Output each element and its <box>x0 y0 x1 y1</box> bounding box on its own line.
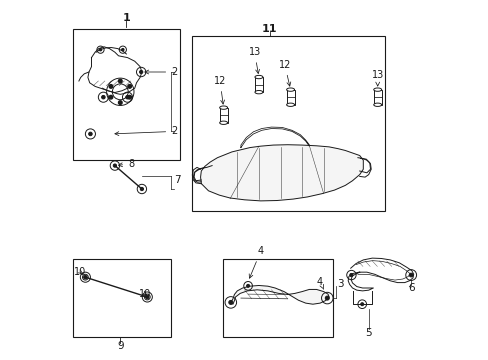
Bar <box>219 108 227 123</box>
Text: 12: 12 <box>213 76 226 104</box>
Circle shape <box>408 273 412 277</box>
Circle shape <box>360 303 363 306</box>
Bar <box>73 29 179 160</box>
Text: 9: 9 <box>117 341 123 351</box>
Text: 3: 3 <box>337 279 343 289</box>
Circle shape <box>125 95 129 99</box>
Circle shape <box>113 164 116 167</box>
Circle shape <box>109 95 113 99</box>
Bar <box>73 259 170 337</box>
Circle shape <box>102 95 105 99</box>
Circle shape <box>118 101 122 104</box>
Circle shape <box>122 49 124 51</box>
Polygon shape <box>200 145 363 201</box>
Text: 2: 2 <box>144 67 177 77</box>
Polygon shape <box>230 285 328 304</box>
Text: 13: 13 <box>371 69 383 86</box>
Circle shape <box>349 273 352 277</box>
Ellipse shape <box>254 75 263 79</box>
Circle shape <box>145 295 149 299</box>
Ellipse shape <box>286 103 294 107</box>
Circle shape <box>140 187 143 191</box>
Ellipse shape <box>254 90 263 94</box>
Text: 6: 6 <box>407 283 414 293</box>
Text: 13: 13 <box>248 47 260 73</box>
Text: 7: 7 <box>174 175 181 185</box>
Ellipse shape <box>373 88 381 91</box>
Bar <box>223 259 332 337</box>
Circle shape <box>246 284 249 287</box>
Bar <box>254 77 263 92</box>
Circle shape <box>99 49 102 51</box>
Circle shape <box>118 79 122 83</box>
Circle shape <box>127 95 131 99</box>
Text: 1: 1 <box>122 13 130 23</box>
Text: 10: 10 <box>139 289 151 299</box>
Text: 5: 5 <box>365 328 371 338</box>
Text: 12: 12 <box>278 60 290 86</box>
Ellipse shape <box>373 103 381 107</box>
Circle shape <box>325 296 328 300</box>
Circle shape <box>109 85 113 88</box>
Ellipse shape <box>286 88 294 91</box>
Ellipse shape <box>219 121 227 125</box>
Circle shape <box>83 275 87 279</box>
Circle shape <box>127 85 131 88</box>
Bar <box>286 90 294 105</box>
Bar <box>192 36 384 211</box>
Text: 10: 10 <box>74 267 86 277</box>
Text: 2: 2 <box>115 126 177 136</box>
Text: 4: 4 <box>316 276 323 289</box>
Text: 11: 11 <box>262 24 277 34</box>
Circle shape <box>139 70 142 74</box>
Ellipse shape <box>219 106 227 109</box>
Text: 4: 4 <box>249 246 263 278</box>
Bar <box>373 90 381 105</box>
Text: 8: 8 <box>118 159 134 169</box>
Circle shape <box>88 132 92 136</box>
Circle shape <box>228 300 232 305</box>
